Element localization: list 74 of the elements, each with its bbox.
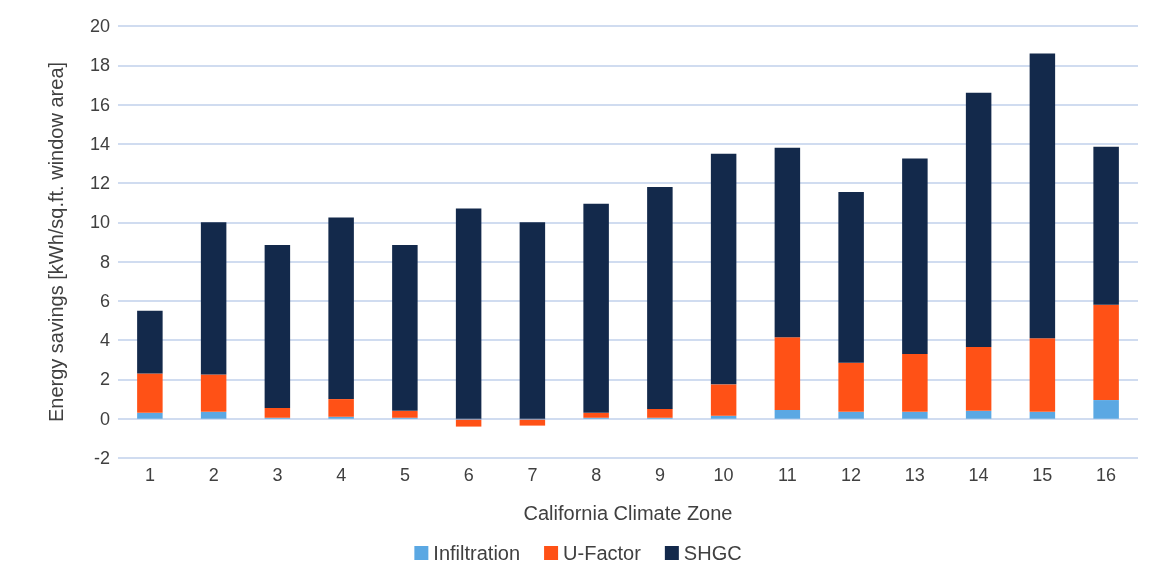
bar bbox=[774, 409, 801, 419]
x-tick-label: 11 bbox=[778, 465, 797, 485]
bar bbox=[902, 411, 928, 419]
bar bbox=[328, 399, 354, 417]
legend-label: U-Factor bbox=[563, 542, 642, 564]
bar bbox=[264, 244, 291, 408]
bar bbox=[328, 217, 354, 400]
legend-label: SHGC bbox=[683, 542, 742, 564]
y-tick-label: -2 bbox=[93, 448, 110, 468]
bar bbox=[902, 158, 928, 354]
x-axis-title: California Climate Zone bbox=[523, 502, 733, 524]
bar bbox=[838, 411, 864, 419]
bar bbox=[455, 419, 482, 427]
bar bbox=[1029, 411, 1056, 419]
bar bbox=[774, 337, 801, 410]
bar bbox=[647, 187, 673, 409]
y-tick-label: 12 bbox=[89, 173, 110, 194]
x-tick-label: 4 bbox=[336, 465, 347, 485]
bar bbox=[1093, 304, 1119, 401]
y-tick-label: 18 bbox=[89, 55, 110, 76]
x-tick-label: 10 bbox=[713, 465, 734, 485]
y-tick-label: 4 bbox=[99, 330, 110, 351]
bar bbox=[200, 374, 227, 412]
x-tick-label: 12 bbox=[841, 465, 862, 485]
bar bbox=[264, 407, 291, 418]
y-tick-label: 14 bbox=[89, 133, 110, 154]
bar bbox=[137, 373, 163, 413]
bar bbox=[1093, 400, 1119, 419]
y-axis-title: Energy savings [kWh/sq.ft. window area] bbox=[45, 61, 67, 423]
y-tick-label: 2 bbox=[99, 369, 110, 390]
y-tick-label: 16 bbox=[89, 94, 110, 115]
bar bbox=[455, 208, 482, 419]
x-tick-label: 7 bbox=[527, 465, 538, 485]
bar bbox=[838, 191, 864, 363]
x-tick-label: 1 bbox=[144, 465, 155, 485]
x-tick-label: 14 bbox=[968, 465, 989, 485]
y-tick-label: 10 bbox=[89, 212, 110, 233]
x-tick-label: 13 bbox=[904, 465, 925, 485]
x-tick-label: 9 bbox=[654, 465, 665, 485]
bar bbox=[583, 203, 609, 413]
bar bbox=[710, 384, 737, 416]
bar bbox=[965, 347, 992, 411]
bar bbox=[774, 147, 801, 338]
y-tick-label: 8 bbox=[99, 251, 110, 272]
x-tick-label: 15 bbox=[1032, 465, 1053, 485]
y-tick-label: 20 bbox=[89, 16, 110, 36]
bar bbox=[137, 310, 163, 374]
bar bbox=[1029, 338, 1056, 412]
bar bbox=[1029, 53, 1056, 339]
bar bbox=[710, 415, 737, 419]
bar bbox=[902, 353, 928, 412]
bar bbox=[647, 408, 673, 418]
bar bbox=[392, 410, 418, 418]
bar bbox=[710, 153, 737, 385]
x-tick-label: 2 bbox=[208, 465, 219, 485]
bar bbox=[965, 410, 992, 419]
x-tick-label: 3 bbox=[272, 465, 283, 485]
x-tick-label: 16 bbox=[1096, 465, 1117, 485]
bar bbox=[1093, 146, 1119, 305]
legend-label: Infiltration bbox=[433, 542, 521, 564]
bar bbox=[838, 362, 864, 412]
y-tick-label: 6 bbox=[99, 290, 110, 311]
bar bbox=[519, 419, 546, 426]
bar bbox=[583, 412, 609, 418]
y-tick-label: 0 bbox=[99, 408, 110, 429]
x-tick-label: 8 bbox=[591, 465, 602, 485]
bar bbox=[137, 412, 163, 419]
bar bbox=[200, 222, 227, 375]
bar bbox=[200, 411, 227, 419]
bar bbox=[392, 244, 418, 411]
bar bbox=[965, 92, 992, 348]
x-tick-label: 5 bbox=[399, 465, 410, 485]
x-tick-label: 6 bbox=[463, 465, 474, 485]
bar bbox=[519, 222, 546, 419]
